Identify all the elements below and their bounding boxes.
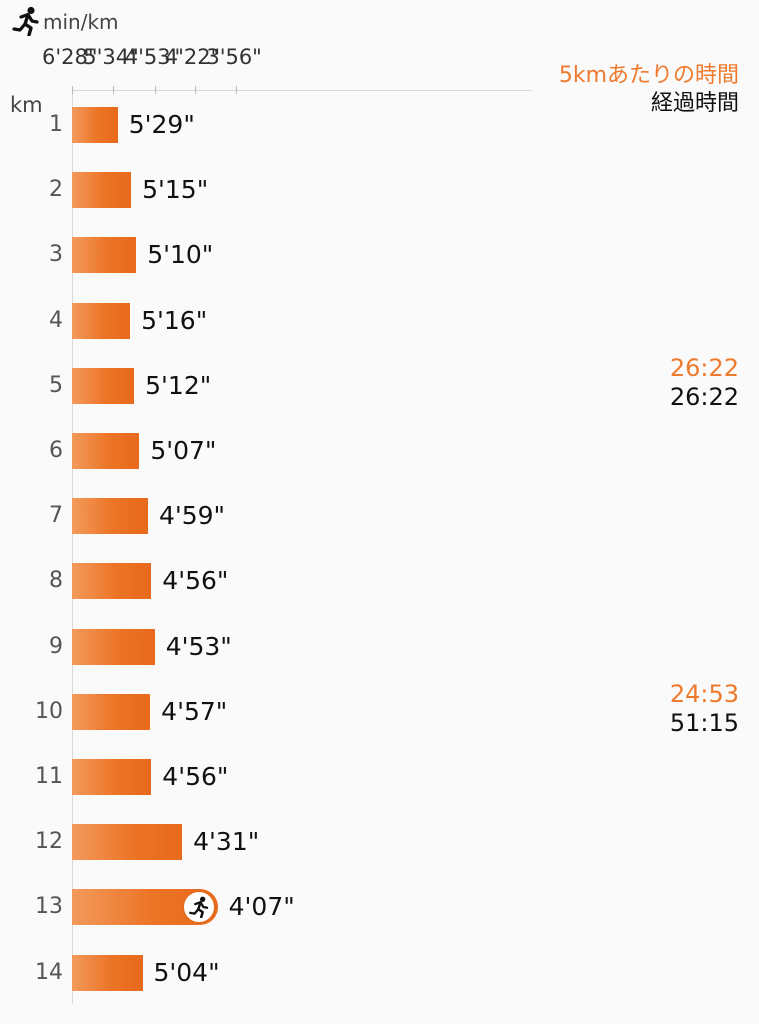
km-row-label: 9: [49, 633, 63, 659]
x-tick-label: 3'56": [206, 45, 262, 69]
pace-bar[interactable]: [72, 563, 152, 600]
pace-bar[interactable]: [72, 433, 140, 469]
x-tick-mark: [194, 86, 196, 94]
x-tick-mark: [72, 86, 73, 94]
km-row-label: 4: [49, 307, 63, 333]
elapsed-time: 51:15: [669, 708, 739, 737]
km-row-label: 13: [35, 894, 63, 920]
km-row-label: 2: [49, 177, 63, 203]
pace-bar[interactable]: [72, 237, 137, 274]
km-row-label: 3: [49, 242, 63, 268]
pace-value-label: 5'12": [145, 370, 212, 400]
pace-bar[interactable]: [72, 107, 118, 143]
pace-value-label: 5'04": [153, 957, 220, 987]
pace-bar[interactable]: [72, 824, 183, 861]
km-row-label: 8: [49, 568, 63, 594]
pace-bar[interactable]: [72, 628, 155, 665]
km-row-label: 14: [35, 959, 63, 985]
km-row-label: 1: [49, 112, 63, 137]
pace-value-label: 4'07": [228, 892, 295, 922]
pace-value-label: 4'56": [162, 762, 229, 791]
x-axis-line: [72, 90, 532, 91]
runner-icon: [12, 6, 40, 40]
split-5km-time: 24:53: [669, 679, 739, 708]
y-axis-unit-label: km: [10, 93, 43, 117]
legend-split-title: 5kmあたりの時間: [558, 63, 739, 88]
km-row-label: 5: [49, 372, 63, 398]
x-tick-mark: [154, 86, 156, 94]
km-row-label: 7: [49, 503, 63, 529]
elapsed-time: 26:22: [669, 382, 739, 411]
pace-value-label: 4'31": [193, 827, 260, 857]
pace-bar[interactable]: [72, 498, 148, 535]
pace-value-label: 5'15": [142, 175, 209, 205]
km-row-label: 10: [35, 698, 63, 724]
x-tick-label: 6'28": [42, 45, 98, 69]
x-tick-mark: [236, 86, 238, 94]
split-5km-time: 26:22: [669, 353, 739, 382]
x-tick-label: 4'22": [164, 45, 221, 69]
legend-elapsed-title: 経過時間: [650, 91, 739, 116]
pace-value-label: 5'29": [128, 110, 195, 139]
unit-label: min/km: [43, 10, 119, 34]
current-runner-icon: [182, 891, 215, 924]
pace-value-label: 4'56": [162, 566, 229, 596]
pace-bar[interactable]: [72, 367, 135, 404]
pace-value-label: 4'53": [165, 631, 232, 661]
pace-value-label: 5'10": [147, 240, 214, 270]
pace-bar[interactable]: [72, 954, 143, 991]
x-tick-label: 5'34": [83, 45, 139, 69]
pace-value-label: 5'07": [150, 436, 217, 465]
km-row-label: 6: [49, 438, 63, 463]
pace-value-label: 5'16": [141, 305, 208, 335]
x-tick-label: 4'53": [124, 45, 181, 69]
pace-bar[interactable]: [72, 759, 152, 795]
pace-value-label: 4'57": [161, 696, 228, 726]
y-axis-line: [72, 90, 73, 1004]
pace-value-label: 4'59": [158, 501, 226, 531]
pace-bar[interactable]: [72, 302, 131, 339]
km-row-label: 11: [35, 764, 63, 789]
km-row-label: 12: [35, 829, 63, 855]
x-tick-mark: [113, 86, 115, 94]
pace-bar[interactable]: [72, 693, 151, 730]
pace-bar[interactable]: [72, 172, 132, 209]
